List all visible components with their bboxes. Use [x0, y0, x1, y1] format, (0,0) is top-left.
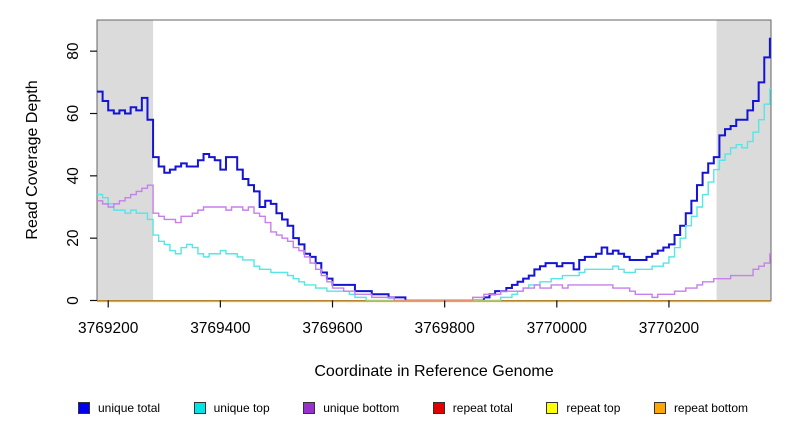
- legend-label: repeat top: [566, 401, 621, 415]
- legend-label: unique top: [213, 401, 270, 415]
- shaded-region: [97, 20, 154, 301]
- x-tick-label: 3769600: [302, 320, 363, 337]
- x-tick-label: 3769400: [190, 320, 251, 337]
- y-tick-label: 0: [65, 296, 82, 305]
- legend-swatch: [653, 402, 666, 414]
- legend-item-repeat-total: repeat total: [432, 401, 513, 415]
- y-tick-label: 60: [65, 105, 82, 123]
- x-tick-label: 3770200: [639, 320, 700, 337]
- y-tick-label: 20: [65, 229, 82, 247]
- y-tick-label: 40: [65, 167, 82, 185]
- legend-swatch: [193, 402, 206, 414]
- legend-label: unique bottom: [323, 401, 400, 415]
- x-tick-label: 3770000: [527, 320, 588, 337]
- legend-item-repeat-bottom: repeat bottom: [653, 401, 748, 415]
- legend-swatch: [432, 402, 445, 414]
- legend-item-repeat-top: repeat top: [546, 401, 620, 415]
- legend-swatch: [78, 402, 90, 414]
- legend-label: repeat total: [452, 401, 513, 415]
- legend-item-unique-bottom: unique bottom: [303, 401, 399, 415]
- y-tick-label: 80: [65, 42, 82, 60]
- x-tick-label: 3769200: [78, 320, 139, 337]
- series-line-unique-bottom: [97, 184, 771, 302]
- legend-label: unique total: [98, 401, 161, 415]
- legend-swatch: [303, 402, 316, 414]
- x-tick-label: 3769800: [414, 320, 475, 337]
- legend: unique total unique top unique bottom repea…: [78, 400, 748, 416]
- plot-layers: 3769200 3769400 3769600 3769800 3770000 37702…: [65, 19, 772, 337]
- legend-item-unique-top: unique top: [193, 401, 270, 415]
- series-line-unique-top: [97, 87, 771, 302]
- series-line-unique-total: [97, 37, 771, 302]
- x-axis-title: Coordinate in Reference Genome: [314, 363, 553, 380]
- legend-item-unique-total: unique total: [78, 401, 160, 415]
- legend-swatch: [546, 402, 559, 414]
- y-axis-title: Read Coverage Depth: [24, 80, 41, 239]
- legend-label: repeat bottom: [673, 401, 748, 415]
